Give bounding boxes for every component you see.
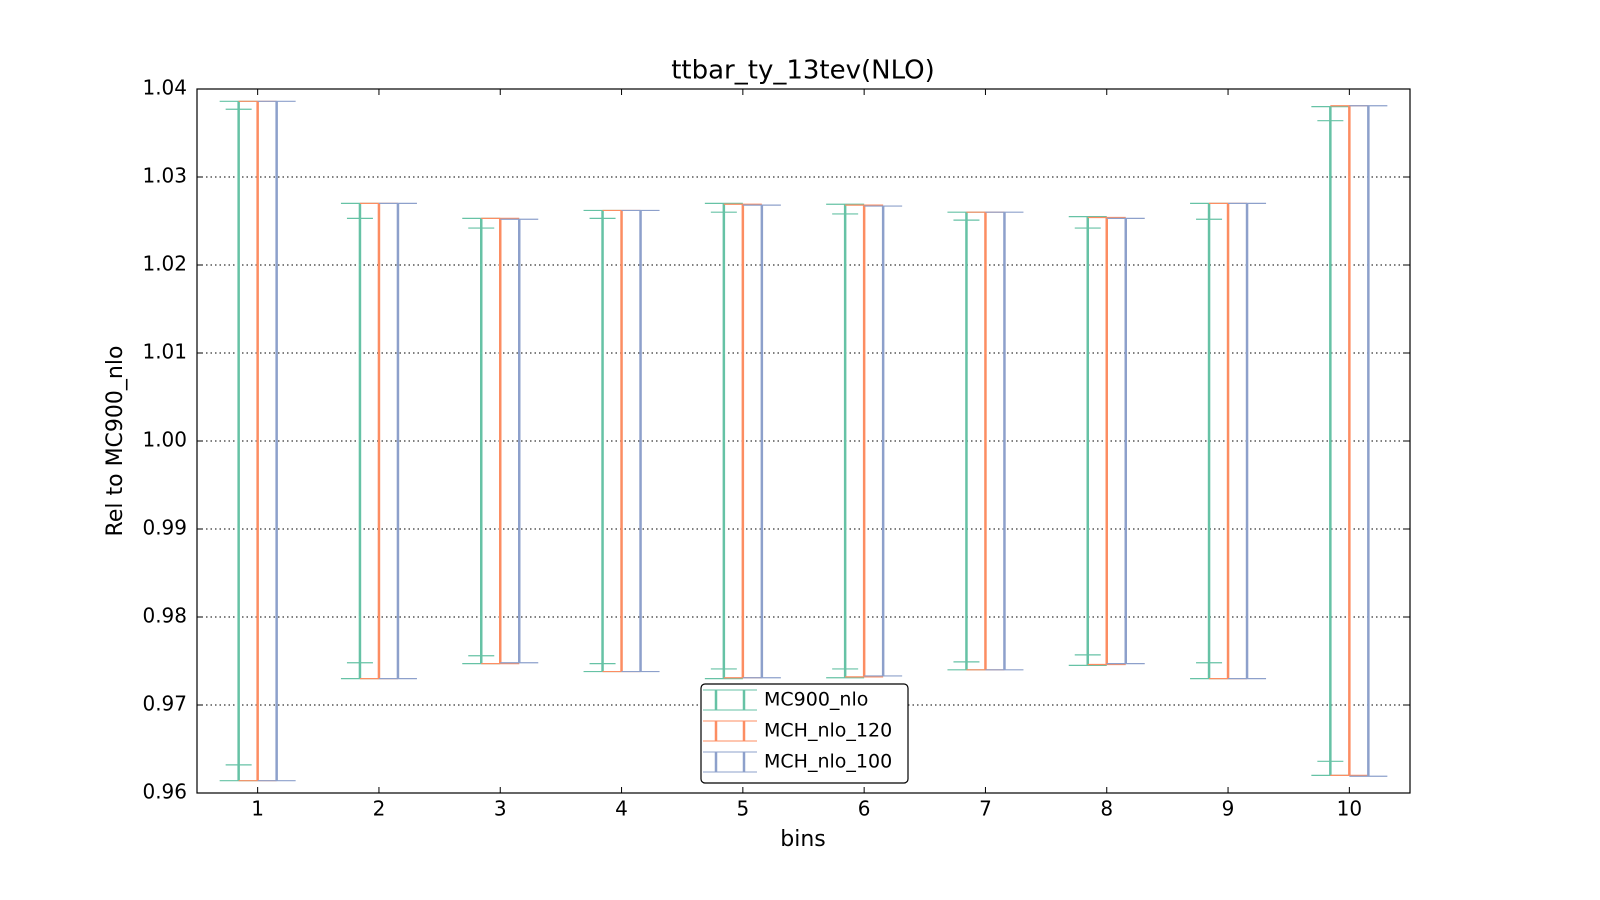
y-tick-label: 0.98 — [142, 604, 187, 628]
legend-label: MCH_nlo_120 — [764, 720, 892, 742]
x-tick-label: 1 — [251, 797, 264, 821]
y-tick-label: 0.99 — [142, 516, 187, 540]
y-tick-label: 1.01 — [142, 340, 187, 364]
x-tick-label: 4 — [615, 797, 628, 821]
x-tick-label: 9 — [1222, 797, 1235, 821]
y-tick-label: 1.04 — [142, 76, 187, 100]
y-axis-label: Rel to MC900_nlo — [103, 346, 128, 537]
x-tick-label: 3 — [494, 797, 507, 821]
legend-label: MC900_nlo — [764, 689, 868, 711]
legend-label: MCH_nlo_100 — [764, 751, 892, 773]
legend-box — [700, 683, 909, 784]
x-tick-label: 10 — [1337, 797, 1362, 821]
x-tick-label: 2 — [373, 797, 386, 821]
y-tick-label: 1.02 — [142, 252, 187, 276]
x-tick-label: 5 — [736, 797, 749, 821]
y-tick-label: 1.00 — [142, 428, 187, 452]
x-axis-label: bins — [780, 827, 825, 852]
plot-frame — [196, 88, 1411, 794]
x-tick-label: 6 — [858, 797, 871, 821]
chart-title: ttbar_ty_13tev(NLO) — [671, 56, 935, 86]
x-tick-label: 8 — [1100, 797, 1113, 821]
y-tick-label: 0.97 — [142, 692, 187, 716]
y-tick-label: 1.03 — [142, 164, 187, 188]
y-tick-label: 0.96 — [142, 780, 187, 804]
x-tick-label: 7 — [979, 797, 992, 821]
legend: MC900_nlo MCH_nlo_120 MCH_nlo_100 — [700, 683, 909, 784]
